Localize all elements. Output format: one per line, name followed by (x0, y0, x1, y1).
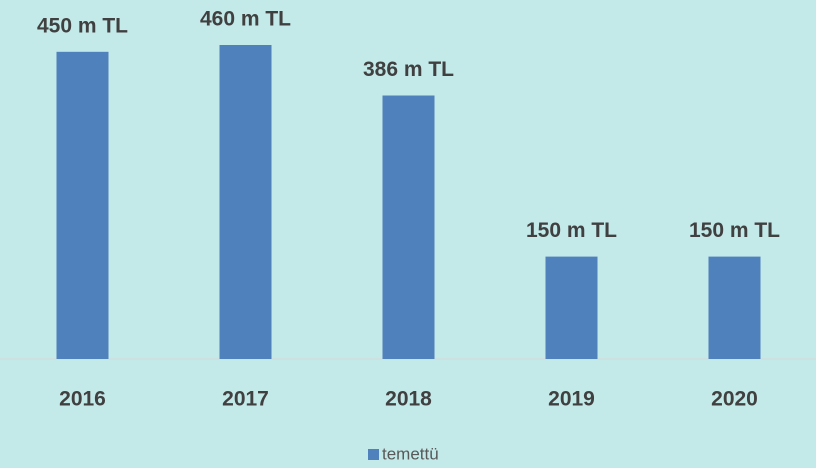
x-tick-label: 2020 (711, 388, 758, 411)
bar (219, 45, 272, 359)
data-label: 386 m TL (363, 58, 454, 81)
x-tick-label: 2018 (385, 388, 432, 411)
data-label: 450 m TL (37, 14, 128, 37)
legend-swatch (368, 449, 379, 460)
data-label: 150 m TL (526, 219, 617, 242)
bar (708, 256, 761, 359)
data-label: 460 m TL (200, 8, 291, 31)
x-tick-label: 2017 (222, 388, 269, 411)
bar (382, 95, 435, 359)
x-tick-label: 2019 (548, 388, 595, 411)
bar (56, 51, 109, 360)
x-tick-label: 2016 (59, 388, 106, 411)
data-label: 150 m TL (689, 219, 780, 242)
bar (545, 256, 598, 359)
legend-label: temettü (382, 444, 439, 463)
